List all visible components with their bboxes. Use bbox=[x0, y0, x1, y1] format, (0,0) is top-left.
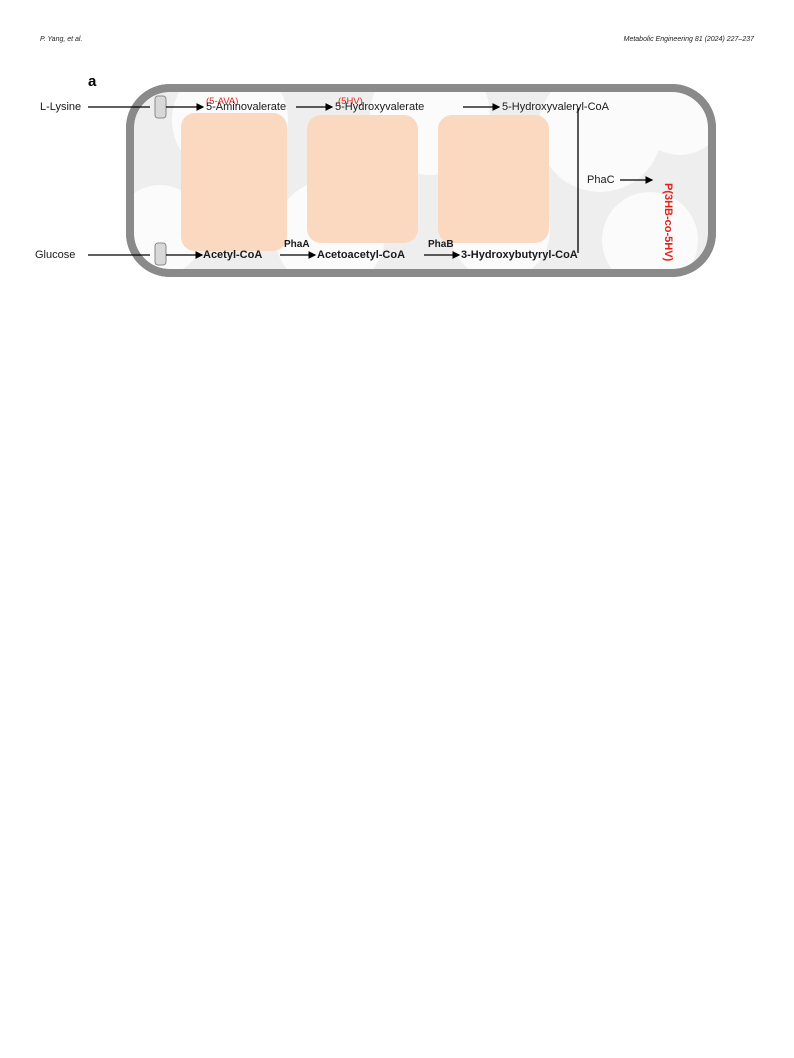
svg-text:5-Hydroxyvaleryl-CoA: 5-Hydroxyvaleryl-CoA bbox=[502, 101, 610, 113]
svg-text:PhaB: PhaB bbox=[428, 239, 454, 250]
svg-text:3-Hydroxybutyryl-CoA: 3-Hydroxybutyryl-CoA bbox=[461, 249, 578, 261]
svg-text:5-Hydroxyvalerate: 5-Hydroxyvalerate bbox=[335, 101, 424, 113]
svg-text:PhaC: PhaC bbox=[587, 174, 615, 186]
svg-text:L-Lysine: L-Lysine bbox=[40, 101, 81, 113]
svg-text:P(3HB-co-5HV): P(3HB-co-5HV) bbox=[662, 183, 674, 262]
svg-text:Acetoacetyl-CoA: Acetoacetyl-CoA bbox=[317, 249, 405, 261]
svg-text:5-Aminovalerate: 5-Aminovalerate bbox=[206, 101, 286, 113]
svg-text:PhaA: PhaA bbox=[284, 239, 310, 250]
svg-text:Glucose: Glucose bbox=[35, 249, 75, 261]
svg-text:Acetyl-CoA: Acetyl-CoA bbox=[203, 249, 262, 261]
